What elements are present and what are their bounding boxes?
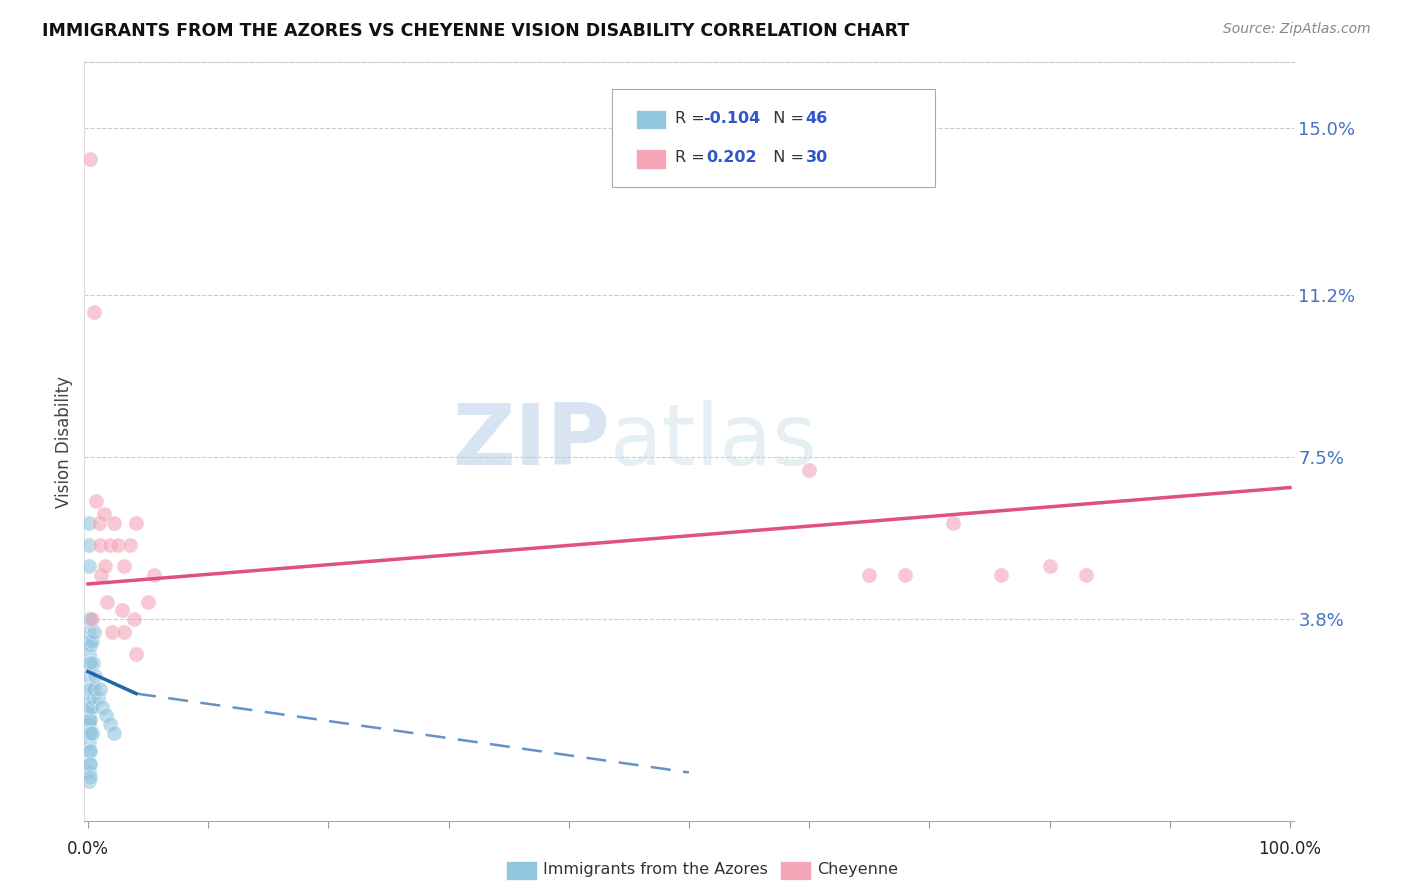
Point <box>990 568 1012 582</box>
Point <box>77 713 100 727</box>
Point <box>122 612 145 626</box>
Point <box>89 537 111 551</box>
Point <box>77 669 100 683</box>
Point <box>77 656 100 670</box>
Point <box>77 774 100 789</box>
Point <box>136 594 159 608</box>
Point <box>125 516 148 530</box>
Point <box>112 559 135 574</box>
Text: IMMIGRANTS FROM THE AZORES VS CHEYENNE VISION DISABILITY CORRELATION CHART: IMMIGRANTS FROM THE AZORES VS CHEYENNE V… <box>42 22 910 40</box>
Point <box>93 507 115 521</box>
Text: 0.202: 0.202 <box>706 151 756 165</box>
Text: 0.0%: 0.0% <box>67 839 108 857</box>
Point <box>79 656 101 670</box>
Point <box>77 743 100 757</box>
Point <box>94 559 117 574</box>
Point <box>77 682 100 697</box>
Point <box>143 568 166 582</box>
Point <box>90 568 112 582</box>
Point <box>112 625 135 640</box>
Point <box>77 537 100 551</box>
Text: 46: 46 <box>806 112 828 126</box>
Point <box>77 765 100 780</box>
Point <box>86 690 108 705</box>
Point <box>77 726 100 740</box>
Point <box>79 756 101 771</box>
Text: 100.0%: 100.0% <box>1258 839 1322 857</box>
Point <box>79 638 101 652</box>
Point <box>80 726 103 740</box>
Text: ZIP: ZIP <box>453 400 610 483</box>
Point <box>77 634 100 648</box>
Text: R =: R = <box>675 112 710 126</box>
Point <box>80 699 103 714</box>
Point <box>87 516 110 530</box>
Point <box>107 537 129 551</box>
Point <box>77 612 100 626</box>
Point <box>89 682 111 697</box>
Point <box>80 682 103 697</box>
Point <box>82 690 104 705</box>
Text: R =: R = <box>675 151 714 165</box>
Point <box>82 656 104 670</box>
Point <box>118 537 141 551</box>
Point <box>83 625 105 640</box>
Text: -0.104: -0.104 <box>703 112 761 126</box>
Point <box>77 559 100 574</box>
Point <box>797 463 820 477</box>
Text: atlas: atlas <box>610 400 818 483</box>
Point <box>1074 568 1097 582</box>
Point <box>86 493 108 508</box>
Point <box>80 612 103 626</box>
Point <box>77 647 100 661</box>
Point <box>103 516 125 530</box>
Text: 30: 30 <box>806 151 828 165</box>
Point <box>1038 559 1060 574</box>
Y-axis label: Vision Disability: Vision Disability <box>55 376 73 508</box>
Point <box>77 699 100 714</box>
Point <box>83 305 105 319</box>
Point <box>77 756 100 771</box>
Text: N =: N = <box>763 151 810 165</box>
Point <box>79 152 101 166</box>
Point <box>77 708 100 723</box>
Point <box>79 612 101 626</box>
Text: Cheyenne: Cheyenne <box>817 863 898 877</box>
Point <box>858 568 880 582</box>
Point <box>96 594 118 608</box>
Point <box>942 516 965 530</box>
Point <box>125 647 148 661</box>
Point <box>84 669 107 683</box>
Point <box>79 682 101 697</box>
Text: Immigrants from the Azores: Immigrants from the Azores <box>543 863 768 877</box>
Point <box>79 713 101 727</box>
Point <box>79 726 101 740</box>
Point <box>77 735 100 749</box>
Point <box>894 568 917 582</box>
Point <box>111 603 134 617</box>
Point <box>103 726 125 740</box>
Point <box>77 516 100 530</box>
Point <box>80 634 103 648</box>
Text: Source: ZipAtlas.com: Source: ZipAtlas.com <box>1223 22 1371 37</box>
Point <box>91 699 114 714</box>
Text: N =: N = <box>763 112 810 126</box>
Point <box>77 690 100 705</box>
Point <box>101 625 124 640</box>
Point <box>77 717 100 731</box>
Point <box>79 770 101 784</box>
Point <box>94 708 117 723</box>
Point <box>77 625 100 640</box>
Point <box>98 717 121 731</box>
Point <box>79 699 101 714</box>
Point <box>98 537 121 551</box>
Point <box>83 682 105 697</box>
Point <box>79 743 101 757</box>
